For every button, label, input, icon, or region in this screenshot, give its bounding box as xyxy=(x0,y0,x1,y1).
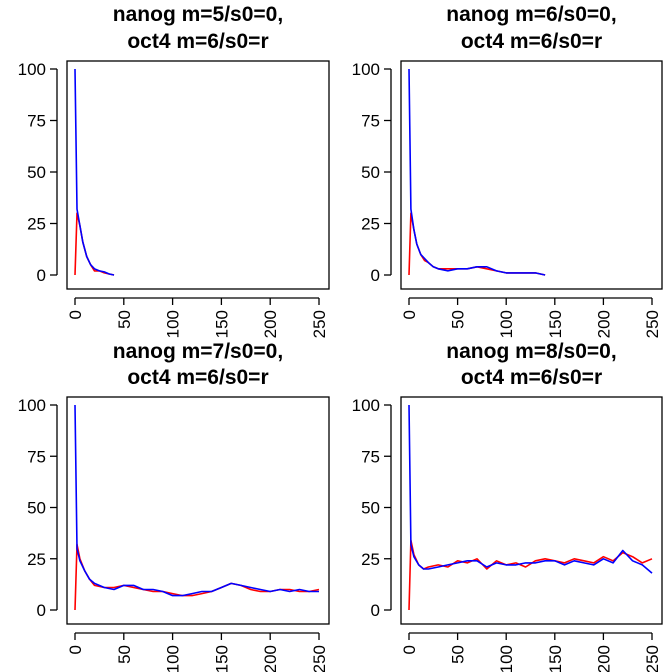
y-tick-label: 100 xyxy=(352,60,380,79)
x-tick-label: 200 xyxy=(261,645,280,672)
y-tick-label: 75 xyxy=(27,112,46,131)
x-tick-label: 0 xyxy=(400,310,419,319)
y-tick-label: 25 xyxy=(27,215,46,234)
series-line-2 xyxy=(408,404,653,574)
chart-title-line-2: oct4 m=6/s0=r xyxy=(127,30,268,53)
x-tick-label: 200 xyxy=(594,310,613,338)
x-tick-label: 0 xyxy=(66,310,85,319)
y-tick-label: 50 xyxy=(27,499,46,518)
series-line-1 xyxy=(408,539,653,611)
series-line-2 xyxy=(408,68,546,276)
x-tick-label: 200 xyxy=(261,310,280,338)
plot-frame xyxy=(400,60,663,290)
chart-panel-2: nanog m=6/s0=0, oct4 m=6/s0=r 0 25 50 75 100 0 5… xyxy=(352,3,663,338)
x-tick-label: 150 xyxy=(546,645,565,672)
chart-panel-1: nanog m=5/s0=0, oct4 m=6/s0=r 0 25 50 75 100 0 5… xyxy=(18,3,330,338)
x-tick-label: 100 xyxy=(164,645,183,672)
y-tick-label: 100 xyxy=(352,396,380,415)
y-tick-label: 0 xyxy=(371,601,380,620)
chart-title-line-2: oct4 m=6/s0=r xyxy=(461,366,602,389)
series-line-1 xyxy=(408,212,546,276)
y-tick-label: 0 xyxy=(37,266,46,285)
chart-title-line-1: nanog m=8/s0=0, xyxy=(446,340,616,363)
x-tick-label: 250 xyxy=(643,310,662,338)
x-tick-label: 50 xyxy=(449,310,468,329)
chart-title-line-1: nanog m=7/s0=0, xyxy=(113,340,283,363)
chart-panel-4: nanog m=8/s0=0, oct4 m=6/s0=r 0 25 50 75 100 0 5… xyxy=(352,340,663,672)
chart-panel-3: nanog m=7/s0=0, oct4 m=6/s0=r 0 25 50 75 100 0 5… xyxy=(18,340,330,672)
x-tick-label: 250 xyxy=(310,310,329,338)
y-tick-label: 50 xyxy=(27,163,46,182)
x-tick-label: 0 xyxy=(400,645,419,654)
plot-frame xyxy=(66,60,330,290)
y-tick-label: 50 xyxy=(361,163,380,182)
y-tick-label: 0 xyxy=(37,601,46,620)
y-tick-label: 75 xyxy=(361,112,380,131)
chart-title-line-1: nanog m=5/s0=0, xyxy=(113,3,283,26)
series-line-1 xyxy=(74,212,115,276)
y-tick-label: 100 xyxy=(18,396,46,415)
chart-title-line-2: oct4 m=6/s0=r xyxy=(127,366,268,389)
chart-title-line-1: nanog m=6/s0=0, xyxy=(446,3,616,26)
plot-frame xyxy=(66,396,330,625)
x-tick-label: 200 xyxy=(594,645,613,672)
x-tick-label: 150 xyxy=(212,310,231,338)
x-tick-label: 50 xyxy=(115,310,134,329)
series-line-2 xyxy=(74,68,115,276)
y-tick-label: 50 xyxy=(361,499,380,518)
chart-title-line-2: oct4 m=6/s0=r xyxy=(461,30,602,53)
y-tick-label: 25 xyxy=(361,550,380,569)
x-tick-label: 0 xyxy=(66,645,85,654)
y-tick-label: 0 xyxy=(371,266,380,285)
y-tick-label: 75 xyxy=(27,447,46,466)
x-tick-label: 100 xyxy=(497,310,516,338)
x-tick-label: 50 xyxy=(449,645,468,664)
series-line-1 xyxy=(74,543,320,611)
series-line-2 xyxy=(74,404,319,597)
x-tick-label: 250 xyxy=(310,645,329,672)
y-tick-label: 75 xyxy=(361,447,380,466)
x-tick-label: 250 xyxy=(643,645,662,672)
x-tick-label: 150 xyxy=(546,310,565,338)
y-tick-label: 25 xyxy=(27,550,46,569)
y-tick-label: 25 xyxy=(361,215,380,234)
x-tick-label: 150 xyxy=(212,645,231,672)
x-tick-label: 100 xyxy=(164,310,183,338)
x-tick-label: 50 xyxy=(115,645,134,664)
x-tick-label: 100 xyxy=(497,645,516,672)
plot-frame xyxy=(400,396,663,625)
y-tick-label: 100 xyxy=(18,60,46,79)
